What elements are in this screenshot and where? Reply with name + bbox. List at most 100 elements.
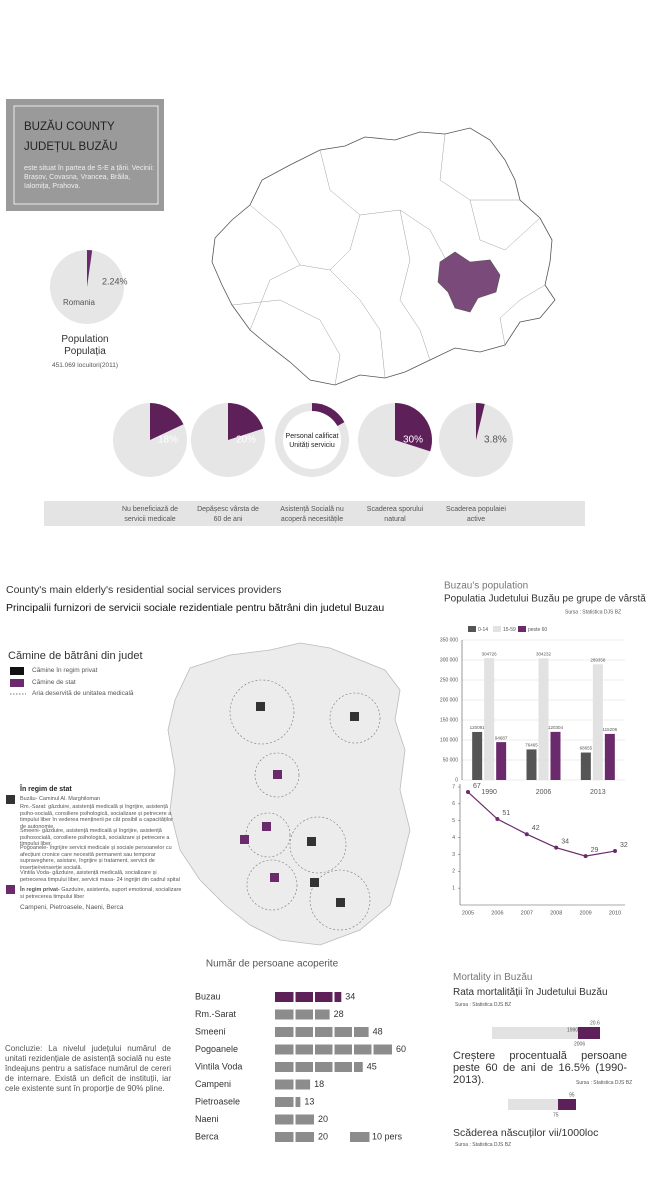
x-tick-label: 2005 (462, 910, 474, 916)
legend-label: Cămine de stat (32, 679, 76, 686)
caption: Population (61, 334, 109, 345)
donut-hole (283, 411, 341, 469)
y-tick-label: 1 (452, 885, 455, 891)
value-label: 20 (318, 1114, 328, 1124)
point (583, 854, 588, 859)
value-label: 289358 (590, 657, 606, 662)
pie-label: Romania (63, 298, 96, 307)
value-label: 51 (502, 810, 510, 817)
value-label: 42 (532, 825, 540, 832)
pie-slice (87, 250, 93, 287)
value-label: 20 (318, 1131, 328, 1141)
pie-caption: Asistență Socială nu acoperă necesitățile (280, 506, 344, 523)
caption-band (44, 501, 585, 526)
pie-slice (228, 403, 264, 440)
bar (484, 658, 495, 780)
x-tick-label: 2010 (609, 910, 621, 916)
home-icons (240, 702, 359, 907)
caption: 451.069 locuitori(2011) (51, 362, 118, 369)
category-label: Naeni (195, 1114, 219, 1124)
legend-swatch (493, 626, 501, 632)
bar-label: 75 (553, 1112, 559, 1118)
bar-label: 95 (569, 1092, 575, 1098)
value-label: 67 (473, 783, 481, 790)
heading: Principalii furnizori de servicii social… (6, 602, 385, 614)
x-tick-label: 1990 (481, 789, 497, 796)
x-tick-label: 2008 (550, 910, 562, 916)
category-label: Berca (195, 1131, 219, 1141)
source: Sursa : Statistica DJS BZ (455, 1142, 512, 1148)
value-label: 30% (403, 435, 423, 446)
x-tick-label: 2009 (579, 910, 591, 916)
pie-slice (476, 403, 485, 440)
y-tick-label: 7 (452, 784, 455, 790)
pie-caption: Depășesc vârsta de 60 de ani (197, 506, 259, 523)
y-tick-label: 100 000 (440, 737, 458, 743)
value-label: 13 (304, 1096, 314, 1106)
state-heading: În regim de stat (20, 786, 72, 793)
legend-label: peste 60 (528, 627, 547, 633)
bar-label: 1990 (567, 1027, 578, 1033)
point (495, 817, 500, 822)
value-label: 45 (367, 1061, 377, 1071)
legend-label: Aria deservită de unitatea medicală (32, 690, 134, 697)
value-label: 60 (396, 1044, 406, 1054)
mortality-title: Mortality in Buzău (453, 972, 533, 983)
private-desc: Gazduire, asistenta, suport emotional, s… (20, 887, 182, 900)
legend-swatch (518, 626, 526, 632)
private-heading: În regim privat- (20, 887, 60, 893)
state-item: Vintila Voda- găzduire, asistență medica… (20, 870, 180, 883)
value-label: 76465 (525, 743, 538, 748)
category-label: Pietroasele (195, 1096, 240, 1106)
births-title: Scăderea născuților vii/1000loc (453, 1127, 599, 1139)
value-label: 29 (591, 847, 599, 854)
bar (526, 749, 537, 780)
increase-bar (558, 1099, 576, 1110)
x-tick-label: 2007 (521, 910, 533, 916)
legend-swatch (468, 626, 476, 632)
point (466, 790, 470, 795)
bar (275, 1062, 363, 1072)
mortality-subtitle: Rata mortalității în Judetului Buzău (453, 987, 608, 998)
y-tick-label: 200 000 (440, 697, 458, 703)
legend-swatch (10, 679, 24, 687)
chart-title: Buzau's population (444, 581, 528, 592)
bar (472, 731, 483, 780)
county-borders (231, 133, 546, 386)
legend-label: Cămine în regim privat (32, 667, 98, 674)
increase-bar (508, 1099, 558, 1110)
value-label: 3.8% (484, 435, 507, 446)
pie-caption: Nu beneficiază de servicii medicale (122, 506, 178, 523)
y-tick-label: 250 000 (440, 677, 458, 683)
chart-subtitle: Populatia Judetului Buzău pe grupe de vâ… (444, 594, 646, 605)
value-label: 120091 (470, 725, 486, 730)
private-text: În regim privat- Gazduire, asistenta, su… (20, 887, 185, 900)
value-label: 48 (373, 1026, 383, 1036)
bar (550, 731, 561, 780)
private-towns: Campeni, Pietroasele, Naeni, Berca (20, 904, 124, 911)
private-icon (6, 885, 15, 894)
bar-label: 20.6 (590, 1020, 600, 1026)
y-tick-label: 4 (452, 835, 455, 841)
category-label: Buzau (195, 991, 221, 1001)
pie-caption: Scaderea populaiei active (446, 506, 506, 523)
state-item: Buzău- Caminul Al. Marghiloman (20, 796, 101, 802)
y-tick-label: 300 000 (440, 657, 458, 663)
romania-outline (211, 127, 556, 386)
unit-legend-label: 10 pers (372, 1131, 403, 1141)
bar (275, 1079, 311, 1090)
pie-slice (150, 403, 184, 440)
source: Sursa : Statistica DJS BZ (565, 609, 621, 615)
y-tick-label: 0 (455, 777, 458, 783)
bar (580, 752, 591, 780)
title: BUZĂU COUNTY (24, 120, 115, 133)
header-frame (13, 105, 159, 205)
bar (275, 1009, 330, 1020)
state-icon (6, 795, 15, 804)
value-label: 2.24% (102, 276, 128, 286)
state-item: Rm.-Sarat: găzduire, asistență medicală … (20, 804, 173, 830)
value-label: 115206 (602, 727, 617, 732)
heading: County's main elderly's residential soci… (6, 584, 282, 596)
header-box (6, 99, 164, 211)
